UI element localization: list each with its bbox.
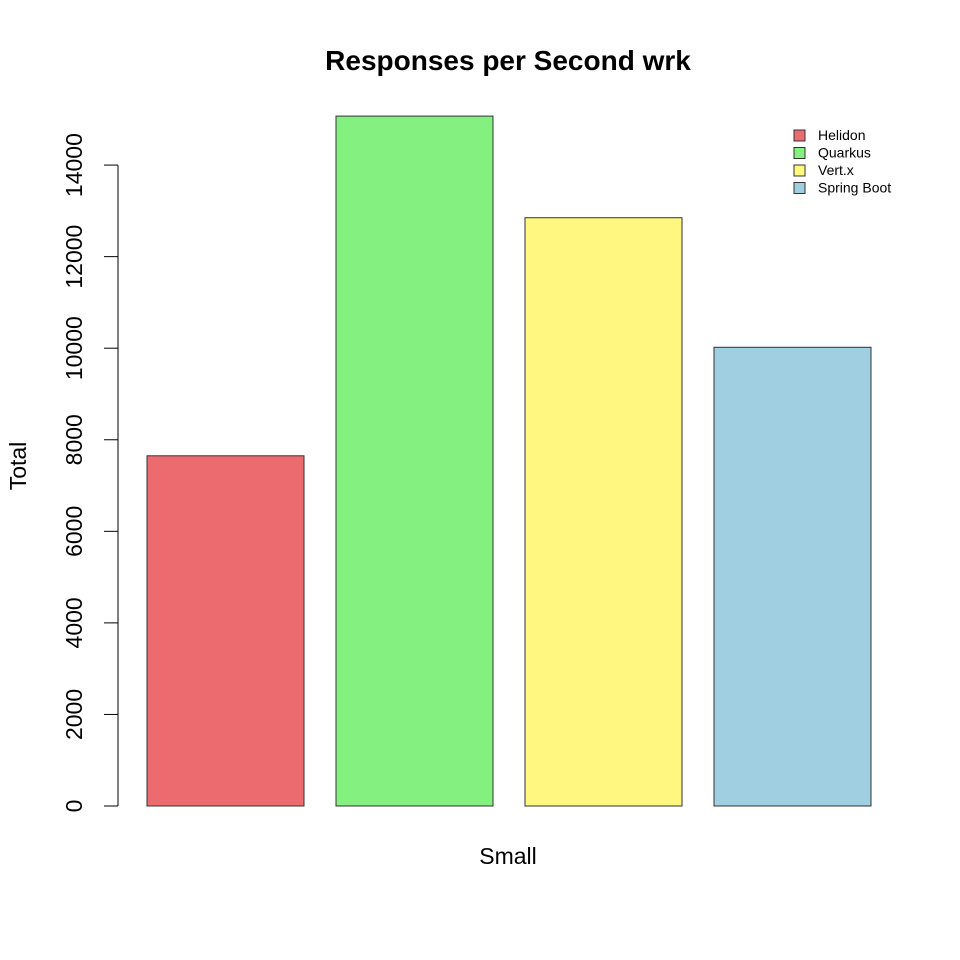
legend-swatch-spring-boot xyxy=(793,182,806,194)
legend-label-helidon: Helidon xyxy=(818,127,865,143)
legend-swatch-helidon xyxy=(793,129,806,142)
bar-spring-boot xyxy=(713,346,872,807)
legend-label-spring-boot: Spring Boot xyxy=(818,180,891,196)
y-tick-label: 2000 xyxy=(61,689,87,740)
y-tick-label: 6000 xyxy=(61,506,87,557)
bar-vert-x xyxy=(524,217,683,807)
y-tick-label: 10000 xyxy=(61,316,87,380)
y-axis-label: Total xyxy=(5,442,31,491)
y-tick-label: 14000 xyxy=(61,133,87,197)
y-tick-label: 12000 xyxy=(61,225,87,289)
y-axis: 0 2000 4000 6000 8000 10000 12000 14000 xyxy=(61,133,119,813)
legend-swatch-vert-x xyxy=(793,164,806,177)
y-tick-label: 0 xyxy=(61,800,87,813)
x-axis-label: Small xyxy=(479,843,537,869)
legend-swatch-quarkus xyxy=(793,147,806,159)
chart-title: Responses per Second wrk xyxy=(325,45,691,76)
bar-helidon xyxy=(146,455,305,807)
y-tick-label: 8000 xyxy=(61,414,87,465)
bars xyxy=(146,115,872,807)
bar-quarkus xyxy=(335,115,494,807)
legend-label-quarkus: Quarkus xyxy=(818,145,871,161)
y-tick-label: 4000 xyxy=(61,597,87,648)
legend-label-vert-x: Vert.x xyxy=(818,162,854,178)
